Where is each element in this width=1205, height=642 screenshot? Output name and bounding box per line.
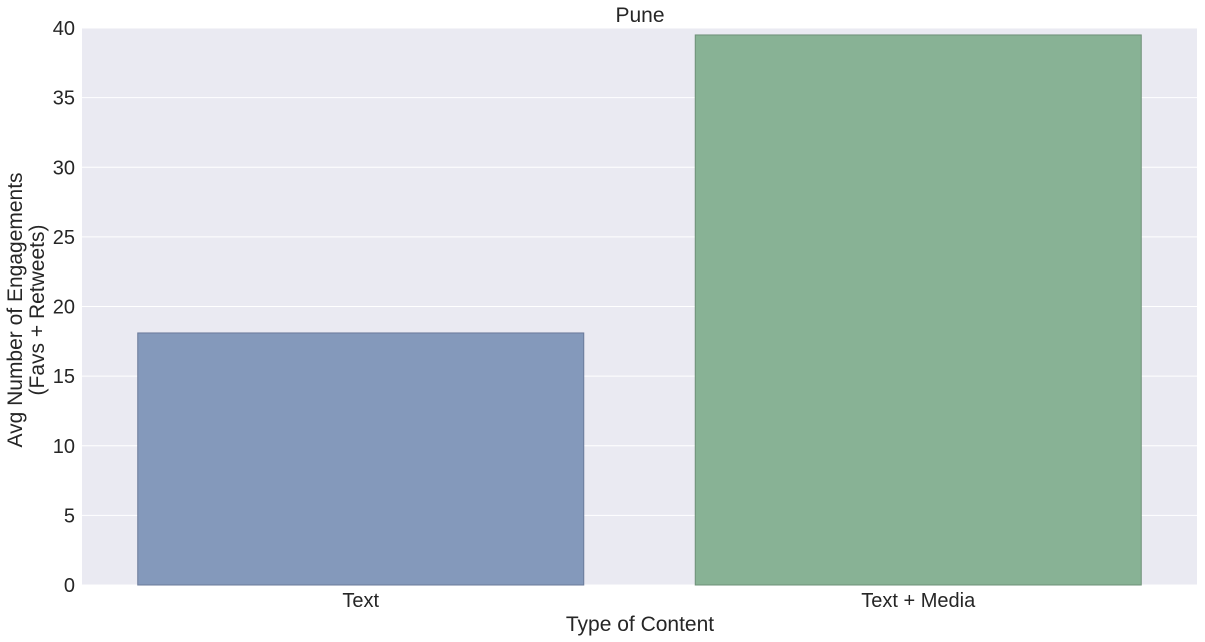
y-axis-label-line-1: Avg Number of Engagements xyxy=(4,172,27,447)
x-tick-label: Text xyxy=(342,590,379,612)
y-tick-label: 10 xyxy=(53,436,75,458)
bar-text-media xyxy=(694,34,1142,586)
x-axis-label: Type of Content xyxy=(566,613,714,636)
x-tick-label: Text + Media xyxy=(861,590,976,612)
y-tick-label: 40 xyxy=(53,18,75,40)
y-tick-label: 25 xyxy=(53,227,75,249)
y-axis-label-line-2: (Favs + Retweets) xyxy=(26,225,49,396)
bar-text xyxy=(137,332,585,586)
y-tick-label: 30 xyxy=(53,157,75,179)
y-tick-label: 15 xyxy=(53,366,75,388)
y-tick-label: 20 xyxy=(53,297,75,319)
y-tick-labels: 0 5 10 15 20 25 30 35 40 xyxy=(53,18,75,597)
bars xyxy=(137,34,1142,586)
chart-title: Pune xyxy=(615,4,664,27)
y-tick-label: 5 xyxy=(64,505,75,527)
y-tick-label: 35 xyxy=(53,88,75,110)
y-tick-label: 0 xyxy=(64,575,75,597)
x-tick-labels: Text Text + Media xyxy=(342,590,976,612)
y-axis-label: Avg Number of Engagements (Favs + Retwee… xyxy=(4,172,49,447)
